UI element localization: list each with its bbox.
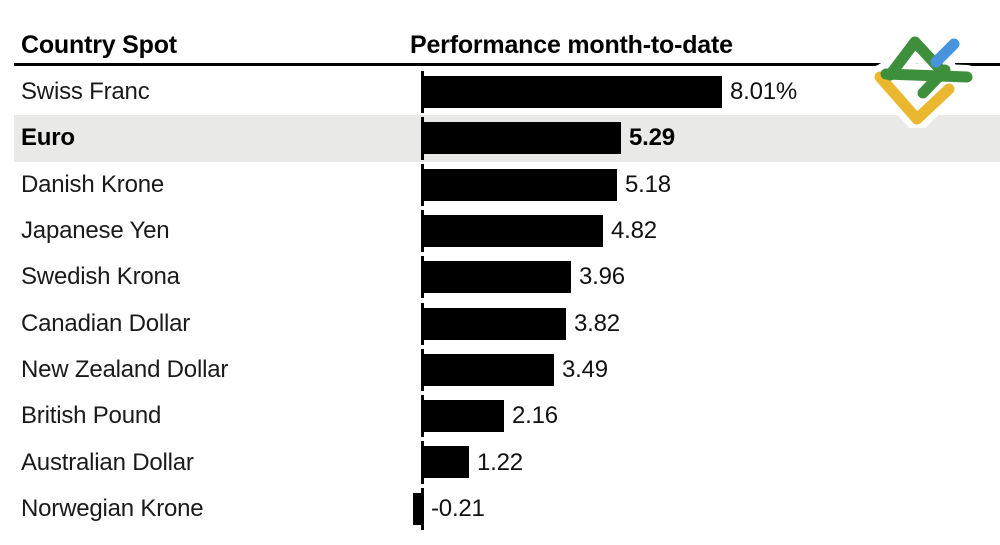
litefinance-logo-icon [870,30,979,128]
chart-row: Swedish Krona 3.96 [0,254,1000,300]
column-header-performance: Performance month-to-date [410,31,733,59]
chart-row: Swiss Franc 8.01% [0,69,1000,115]
chart-row: Japanese Yen 4.82 [0,208,1000,254]
row-label: Japanese Yen [21,217,170,245]
logo-yellow-check [874,71,955,125]
axis-baseline-tick [421,395,424,438]
axis-baseline-tick [421,302,424,345]
value-bar [424,261,571,294]
value-label: 3.96 [579,263,625,291]
value-label: 4.82 [611,217,657,245]
row-label: Norwegian Krone [21,494,204,522]
row-label: Australian Dollar [21,448,194,476]
value-bar [424,168,617,201]
axis-baseline-tick [421,441,424,484]
header-rule [14,63,1000,66]
row-label: Euro [21,124,75,152]
logo-blue-stroke [930,38,960,68]
value-bar [424,353,554,386]
value-bar [424,400,504,433]
chart-row: Norwegian Krone -0.21 [0,486,1000,532]
axis-baseline-tick [421,163,424,206]
value-label: 2.16 [512,402,558,430]
chart-rows: Swiss Franc 8.01% Euro 5.29 Danish Krone 5.18… [0,69,1000,532]
value-label: 3.49 [562,355,608,383]
chart-row: Canadian Dollar 3.82 [0,301,1000,347]
logo-green-tail [917,64,951,99]
row-label: Swiss Franc [21,78,150,106]
axis-baseline-tick [421,487,424,530]
value-bar [424,214,603,247]
chart-row: Euro 5.29 [0,115,1000,161]
value-label: 3.82 [574,309,620,337]
value-label: 5.18 [625,170,671,198]
value-bar [424,122,621,155]
value-bar [424,307,566,340]
axis-baseline-tick [421,209,424,253]
chart-row: Australian Dollar 1.22 [0,439,1000,485]
row-label: British Pound [21,402,162,430]
logo-green-crossbar [880,68,973,83]
axis-baseline-tick [421,117,424,160]
value-bar [424,446,469,479]
row-label: Swedish Krona [21,263,180,291]
axis-baseline-tick [421,71,424,114]
row-label: New Zealand Dollar [21,355,229,383]
row-label: Canadian Dollar [21,309,191,337]
value-bar [424,76,722,108]
value-label: -0.21 [431,494,485,522]
value-label: 1.22 [477,448,523,476]
chart-row: New Zealand Dollar 3.49 [0,347,1000,393]
axis-baseline-tick [421,256,424,299]
chart-row: British Pound 2.16 [0,393,1000,439]
chart-row: Danish Krone 5.18 [0,162,1000,208]
value-label: 5.29 [629,124,675,152]
row-label: Danish Krone [21,170,165,198]
column-header-country-spot: Country Spot [21,31,177,59]
axis-baseline-tick [421,348,424,392]
value-label: 8.01% [730,78,798,106]
value-bar [413,492,421,525]
